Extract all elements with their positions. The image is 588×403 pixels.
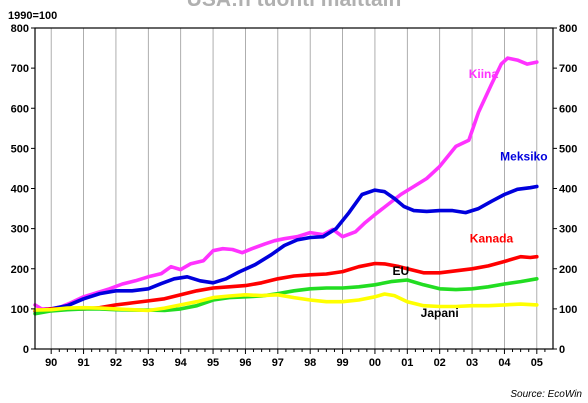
y-tick-label-right: 600 — [559, 103, 577, 115]
x-tick-label: 98 — [304, 357, 316, 369]
series-line-kanada — [33, 254, 539, 313]
chart-title: USA:n tuonti maittain — [187, 0, 402, 11]
y-tick-label-right: 0 — [559, 344, 565, 356]
x-tick-label: 93 — [142, 357, 154, 369]
series-label-kiina: Kiina — [469, 67, 499, 81]
x-tick-label: 99 — [336, 357, 348, 369]
source-note: Source: EcoWin — [510, 389, 582, 400]
x-tick-label: 01 — [401, 357, 413, 369]
y-tick-label-left: 700 — [11, 63, 29, 75]
x-tick-label: 03 — [466, 357, 478, 369]
y-tick-label-right: 200 — [559, 264, 577, 276]
x-tick-label: 90 — [45, 357, 57, 369]
y-tick-label-right: 300 — [559, 224, 577, 236]
y-tick-label-right: 800 — [559, 23, 577, 35]
y-tick-label-right: 700 — [559, 63, 577, 75]
x-tick-label: 91 — [77, 357, 89, 369]
series-line-japani — [33, 292, 539, 313]
y-tick-label-right: 400 — [559, 184, 577, 196]
y-tick-label-left: 200 — [11, 264, 29, 276]
x-tick-label: 96 — [239, 357, 251, 369]
series-lines — [33, 56, 539, 316]
series-line-meksiko — [33, 184, 539, 313]
y-tick-label-left: 0 — [23, 344, 29, 356]
x-tick-label: 92 — [110, 357, 122, 369]
y-tick-label-left: 100 — [11, 304, 29, 316]
y-tick-label-left: 800 — [11, 23, 29, 35]
base-label: 1990=100 — [8, 10, 57, 22]
series-labels: Kiina Meksiko Kanada EU Japani — [393, 67, 548, 320]
x-tick-label: 97 — [272, 357, 284, 369]
series-label-meksiko: Meksiko — [500, 149, 547, 163]
grid — [50, 28, 538, 349]
x-tick-label: 95 — [207, 357, 219, 369]
x-tick-label: 02 — [434, 357, 446, 369]
x-tick-label: 04 — [498, 357, 511, 369]
y-tick-label-right: 100 — [559, 304, 577, 316]
y-tick-label-left: 300 — [11, 224, 29, 236]
series-label-kanada: Kanada — [470, 232, 514, 246]
series-label-japani: Japani — [421, 306, 459, 320]
y-tick-label-left: 500 — [11, 143, 29, 155]
x-tick-label: 00 — [369, 357, 381, 369]
y-tick-label-left: 600 — [11, 103, 29, 115]
x-tick-label: 05 — [531, 357, 543, 369]
x-tick-label: 94 — [175, 357, 188, 369]
y-tick-label-right: 500 — [559, 143, 577, 155]
series-line-kiina — [33, 56, 539, 311]
series-label-eu: EU — [393, 264, 410, 278]
y-tick-label-left: 400 — [11, 184, 29, 196]
